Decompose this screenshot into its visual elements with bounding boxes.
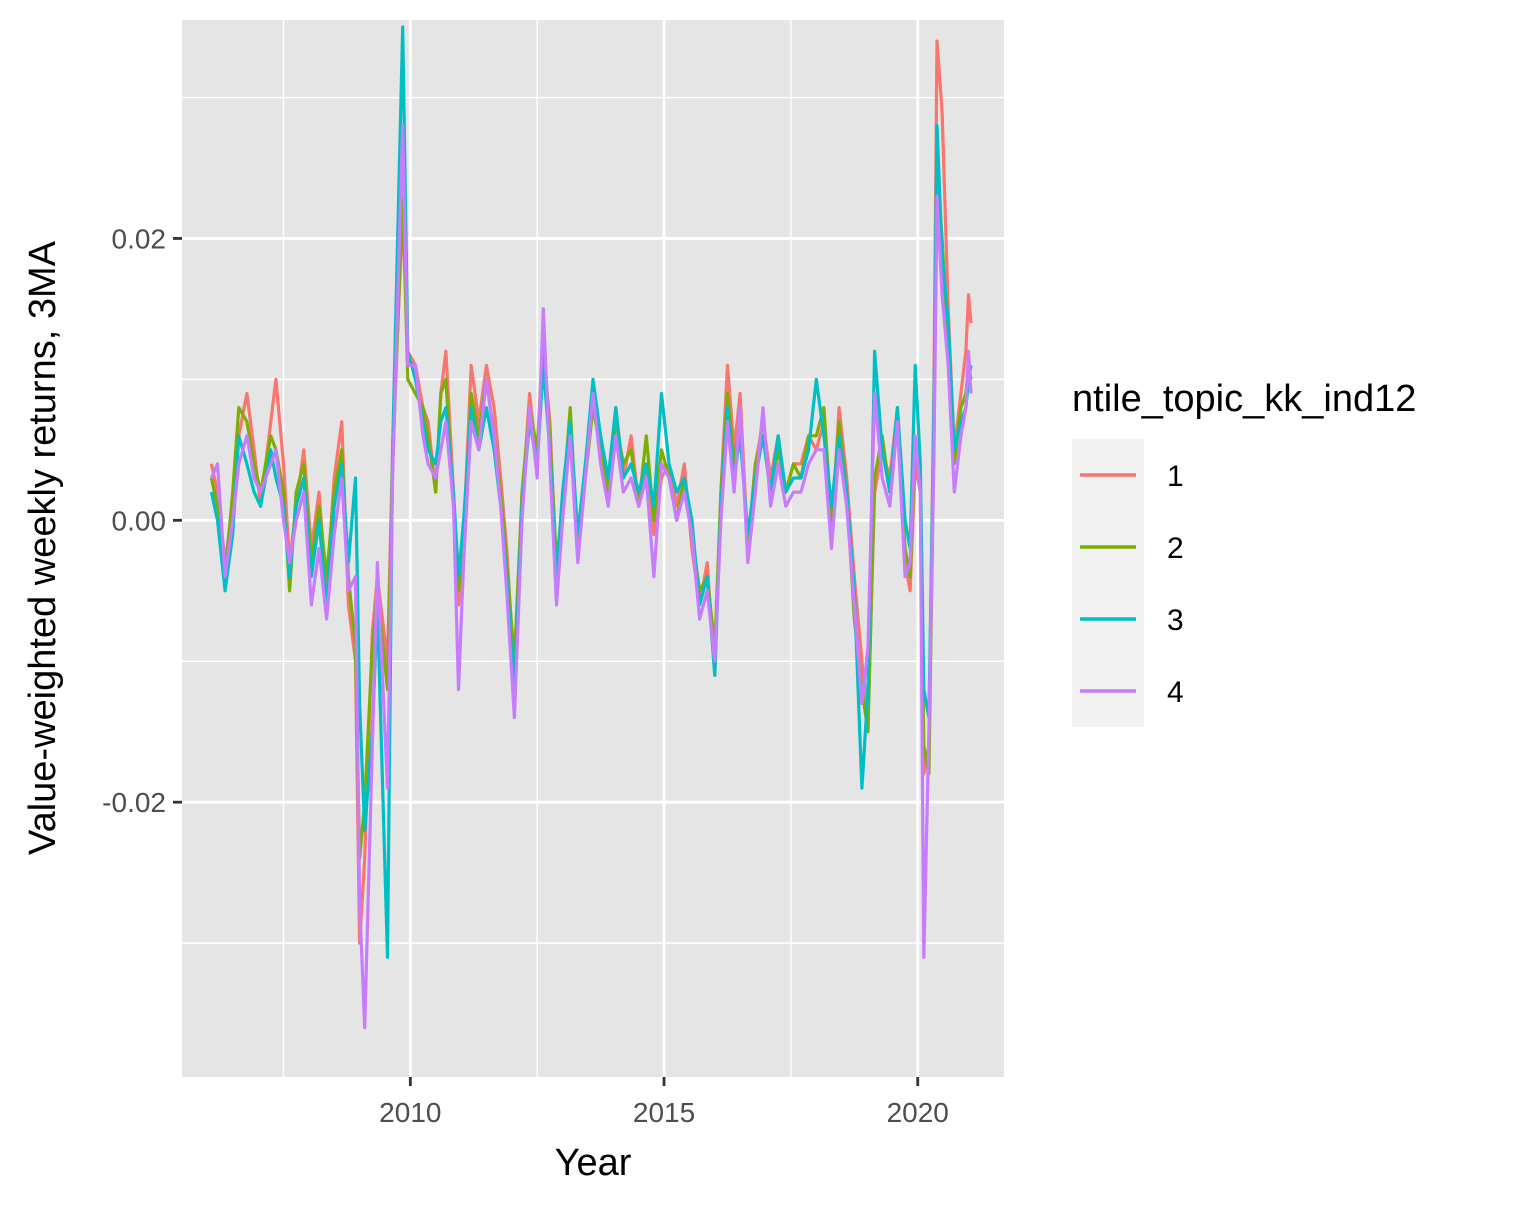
y-axis-title: Value-weighted weekly returns, 3MA: [22, 240, 64, 855]
x-tick-label: 2020: [887, 1097, 949, 1128]
series-lines: [209, 25, 973, 1030]
legend-label-4: 4: [1167, 676, 1184, 709]
y-tick-label: 0.02: [112, 223, 167, 254]
legend-label-3: 3: [1167, 604, 1184, 637]
legend-items: 1 2 3 4: [1080, 460, 1184, 709]
y-tick-label: 0.00: [112, 505, 167, 536]
legend-title: ntile_topic_kk_ind12: [1072, 378, 1416, 420]
x-axis: 2010 2015 2020: [379, 1077, 949, 1128]
legend: ntile_topic_kk_ind12 1 2 3 4: [1072, 378, 1416, 727]
legend-label-2: 2: [1167, 532, 1184, 565]
x-tick-label: 2010: [379, 1097, 441, 1128]
series-line-4: [209, 124, 973, 1030]
x-tick-label: 2015: [633, 1097, 695, 1128]
y-axis: -0.02 0.00 0.02: [102, 223, 182, 818]
plot-background: [182, 20, 1004, 1077]
x-axis-title: Year: [555, 1142, 632, 1184]
y-tick-label: -0.02: [102, 787, 166, 818]
legend-key-background: [1072, 439, 1144, 727]
legend-label-1: 1: [1167, 460, 1184, 493]
